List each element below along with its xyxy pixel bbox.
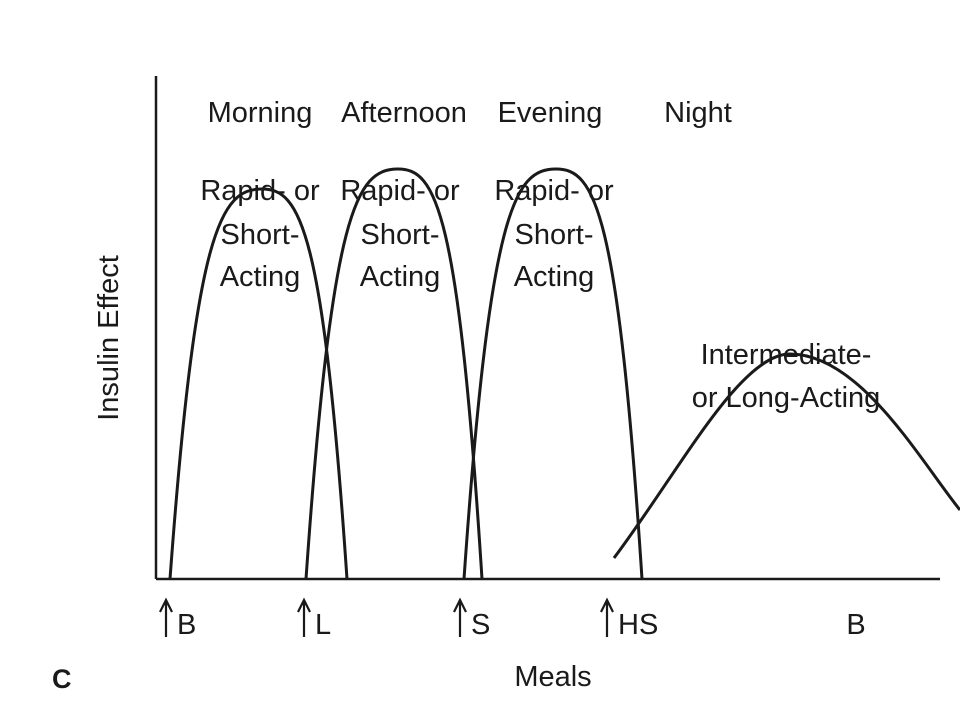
insulin-curve-2 [304,167,484,580]
meal-label-b: B [846,609,865,641]
long-acting-label-line-2: or Long-Acting [692,382,881,414]
meal-arrow-b [159,597,173,637]
y-axis-label: Insulin Effect [93,255,125,421]
meal-label-hs: HS [618,609,658,641]
period-label-morning: Morning [208,97,313,129]
period-label-evening: Evening [498,97,603,129]
insulin-curve-1 [168,187,349,580]
meal-arrow-l [297,597,311,637]
insulin-label-3-line-3: Acting [514,261,595,293]
meal-label-s: S [471,609,490,641]
insulin-label-3-line-2: Short- [515,219,594,251]
x-axis-label: Meals [514,661,591,693]
panel-label: C [52,664,72,694]
insulin-label-2-line-3: Acting [360,261,441,293]
insulin-label-1-line-2: Short- [221,219,300,251]
insulin-label-1-line-1: Rapid- or [200,175,320,207]
insulin-label-2-line-1: Rapid- or [340,175,460,207]
period-label-afternoon: Afternoon [341,97,467,129]
meal-arrow-s [453,597,467,637]
meal-label-l: L [315,609,331,641]
insulin-curve-3 [462,167,644,580]
meal-arrow-hs [600,597,614,637]
insulin-label-3-line-1: Rapid- or [494,175,614,207]
period-label-night: Night [664,97,732,129]
meal-markers: B L S HS B [159,597,866,641]
insulin-curve-4 [612,352,960,559]
insulin-curves [168,167,960,580]
insulin-label-2-line-2: Short- [361,219,440,251]
meal-label-b: B [177,609,196,641]
insulin-label-1-line-3: Acting [220,261,301,293]
